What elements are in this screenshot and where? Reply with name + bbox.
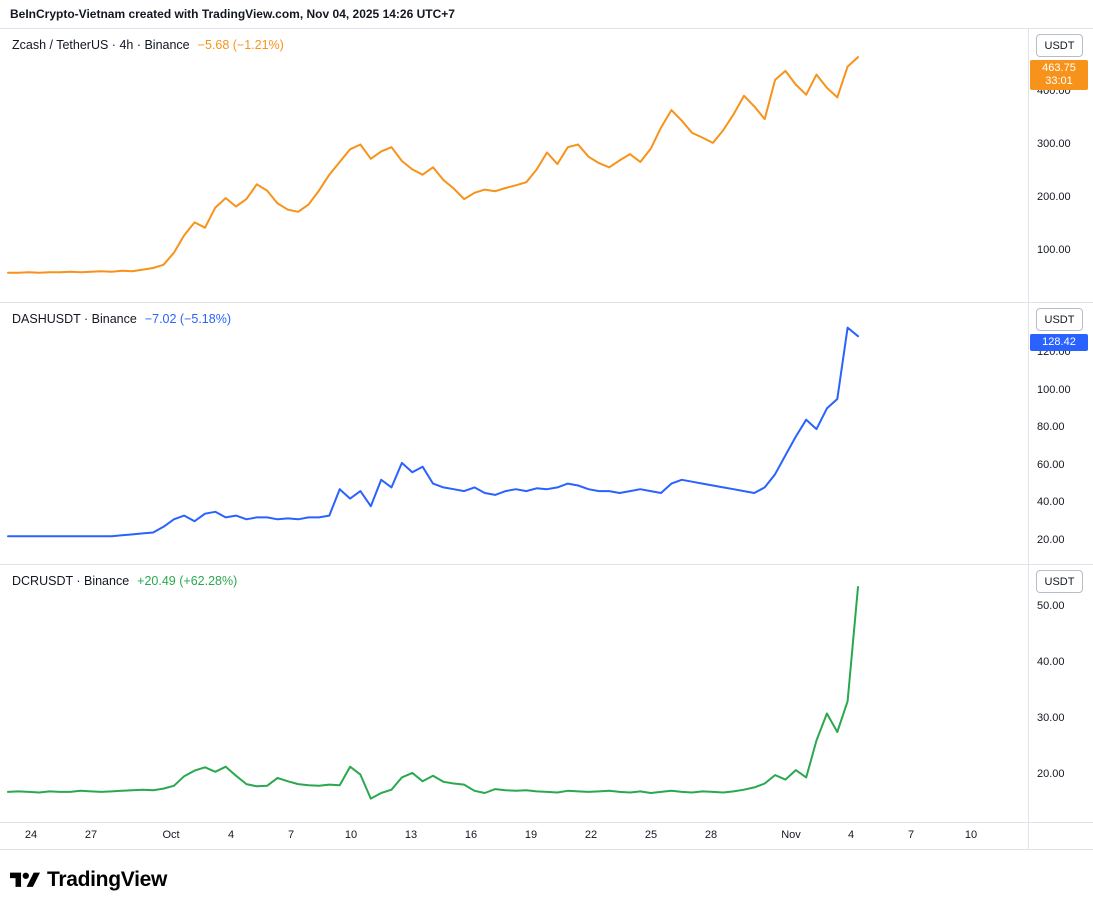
time-axis-label: 19: [524, 829, 538, 841]
current-price-badge: 128.42: [1030, 334, 1088, 351]
time-axis-label: 22: [584, 829, 598, 841]
time-axis-label: 13: [404, 829, 418, 841]
dcr-line-chart[interactable]: [0, 565, 1028, 822]
time-axis-label: 10: [964, 829, 978, 841]
price-axis-label: 50.00: [1037, 600, 1065, 612]
time-axis-label: 24: [24, 829, 38, 841]
currency-toggle-button-zcash[interactable]: USDT: [1036, 34, 1083, 57]
footer: TradingView: [0, 850, 1093, 910]
tradingview-wordmark: TradingView: [47, 868, 168, 891]
symbol-title-dcr[interactable]: DCRUSDT · Binance: [12, 574, 130, 588]
pane-legend-zcash: Zcash / TetherUS · 4h · Binance −5.68 (−…: [12, 38, 284, 52]
price-axis-label: 30.00: [1037, 712, 1065, 724]
price-axis-label: 100.00: [1037, 383, 1071, 396]
attribution-text: BeInCrypto-Vietnam created with TradingV…: [10, 7, 455, 21]
time-axis-label: 28: [704, 829, 718, 841]
price-axis-label: 100.00: [1037, 244, 1071, 256]
symbol-title-zcash[interactable]: Zcash / TetherUS · 4h · Binance: [12, 38, 190, 52]
price-axis-label: 20.00: [1037, 534, 1065, 546]
time-axis-label: Nov: [781, 829, 801, 841]
pane-dash: DASHUSDT · Binance −7.02 (−5.18%) USDT 1…: [0, 303, 1093, 565]
time-axis-label: 27: [84, 829, 98, 841]
pane-zcash: Zcash / TetherUS · 4h · Binance −5.68 (−…: [0, 28, 1093, 303]
time-axis-label: 4: [847, 829, 855, 841]
time-axis-label: 10: [344, 829, 358, 841]
price-axis-label: 40.00: [1037, 656, 1065, 668]
price-axis-label: 200.00: [1037, 191, 1071, 203]
time-axis-label: 7: [287, 829, 295, 841]
price-scale-dcr[interactable]: USDT 50.00 40.00 30.00 20.00: [1028, 565, 1093, 822]
time-axis-label: 4: [227, 829, 235, 841]
price-axis-label: 300.00: [1037, 138, 1071, 150]
pane-legend-dash: DASHUSDT · Binance −7.02 (−5.18%): [12, 312, 231, 326]
zcash-line-chart[interactable]: [0, 29, 1028, 302]
price-axis-label: 20.00: [1037, 768, 1065, 780]
time-axis-label: 7: [907, 829, 915, 841]
tradingview-logo-icon: [10, 872, 40, 887]
chart-area: Zcash / TetherUS · 4h · Binance −5.68 (−…: [0, 28, 1093, 850]
time-axis[interactable]: 24 27 Oct 4 7 10 13 16 19 22 25 28 Nov 4 7 10: [0, 823, 1093, 850]
currency-toggle-button-dcr[interactable]: USDT: [1036, 570, 1083, 593]
price-change-dcr: +20.49 (+62.28%): [137, 574, 238, 588]
time-axis-label: 25: [644, 829, 658, 841]
symbol-title-dash[interactable]: DASHUSDT · Binance: [12, 312, 137, 326]
price-scale-zcash[interactable]: USDT 400.00 300.00 200.00 100.00 463.75 33:01: [1028, 29, 1093, 302]
price-scale-dash[interactable]: USDT 120.00 100.00 80.00 60.00 40.00 20.00 128…: [1028, 303, 1093, 564]
price-change-dash: −7.02 (−5.18%): [144, 312, 231, 326]
dash-line-chart[interactable]: [0, 303, 1028, 564]
time-axis-label: 16: [464, 829, 478, 841]
current-price-badge: 463.75 33:01: [1030, 60, 1088, 90]
currency-toggle-button-dash[interactable]: USDT: [1036, 308, 1083, 331]
pane-legend-dcr: DCRUSDT · Binance +20.49 (+62.28%): [12, 574, 237, 588]
price-axis-label: 80.00: [1037, 421, 1065, 434]
time-axis-corner-divider: [1028, 823, 1029, 849]
price-change-zcash: −5.68 (−1.21%): [197, 38, 284, 52]
time-axis-label: Oct: [162, 829, 180, 841]
pane-dcr: DCRUSDT · Binance +20.49 (+62.28%) USDT …: [0, 565, 1093, 823]
price-axis-label: 40.00: [1037, 496, 1065, 509]
price-axis-label: 60.00: [1037, 458, 1065, 471]
